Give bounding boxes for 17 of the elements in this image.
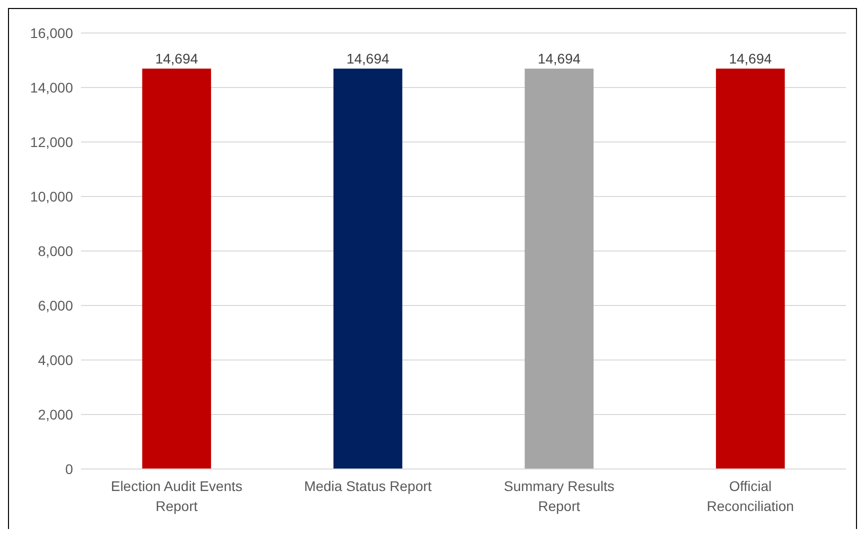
y-tick-label: 12,000 bbox=[30, 134, 74, 150]
x-tick-label: Election Audit Events Report bbox=[110, 478, 242, 514]
y-tick-label: 2,000 bbox=[38, 406, 74, 422]
y-tick-label: 8,000 bbox=[38, 242, 74, 259]
y-tick-label: 14,000 bbox=[30, 79, 74, 96]
data-label: 14,694 bbox=[728, 50, 772, 67]
y-tick-label: 16,000 bbox=[30, 24, 74, 41]
y-tick-label: 10,000 bbox=[30, 188, 74, 204]
data-label: 14,694 bbox=[155, 50, 198, 67]
x-tick-label: Media Status Report bbox=[304, 478, 432, 494]
data-label: 14,694 bbox=[346, 50, 390, 67]
y-tick-label: 0 bbox=[65, 460, 74, 477]
y-tick-label: 4,000 bbox=[38, 352, 74, 368]
data-label: 14,694 bbox=[538, 50, 581, 67]
x-tick-label: Official Reconciliation bbox=[706, 478, 794, 514]
y-tick-label: 6,000 bbox=[38, 297, 74, 314]
x-tick-label: Summary Results Report bbox=[504, 478, 614, 514]
